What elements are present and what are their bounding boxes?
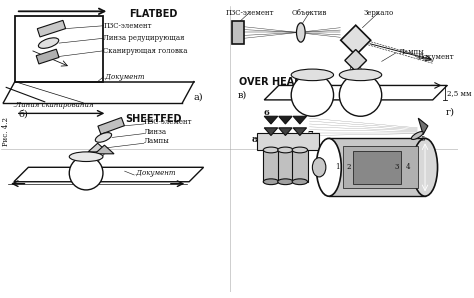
Polygon shape [14,167,203,182]
Ellipse shape [69,152,103,162]
Polygon shape [279,116,292,124]
Text: ПЗС-элемент: ПЗС-элемент [144,118,192,126]
Text: 5: 5 [420,135,425,143]
Polygon shape [264,128,278,136]
Ellipse shape [411,131,423,139]
Ellipse shape [263,147,279,153]
Text: Рис. 4.2: Рис. 4.2 [2,117,10,146]
Polygon shape [37,20,65,37]
Text: Объектив: Объектив [292,10,327,17]
Ellipse shape [339,69,382,81]
Ellipse shape [38,38,59,48]
Text: Линза редуцирующая: Линза редуцирующая [103,34,185,42]
Text: Документ: Документ [417,53,454,61]
Text: б): б) [18,109,28,118]
Polygon shape [279,128,292,136]
Polygon shape [88,143,107,152]
Bar [329,138,425,196]
Ellipse shape [278,179,293,185]
Ellipse shape [339,74,382,116]
Text: FLATBED: FLATBED [129,10,178,19]
Polygon shape [293,116,307,124]
Text: .Документ: .Документ [134,169,176,177]
Text: 3: 3 [394,163,399,171]
Bar [278,150,293,182]
Text: 7: 7 [308,130,313,137]
Text: .Документ: .Документ [103,73,145,81]
Text: OVER HEAD: OVER HEAD [239,77,302,87]
Bar [232,21,244,44]
Polygon shape [98,117,124,134]
Text: г): г) [446,107,455,116]
Text: Сканирующая головка: Сканирующая головка [103,47,188,55]
Text: в): в) [237,91,246,100]
Text: 8: 8 [252,136,257,144]
Ellipse shape [312,158,326,177]
Bar [292,150,308,182]
Bar [263,150,279,182]
Text: a): a) [194,93,203,102]
Text: ПЗС-элемент: ПЗС-элемент [103,22,152,30]
Text: .Линия сканирования: .Линия сканирования [13,101,93,109]
Polygon shape [95,145,114,154]
Ellipse shape [278,147,293,153]
Bar [15,16,103,82]
Polygon shape [293,128,307,136]
Text: 2: 2 [346,163,351,171]
Text: 2,5 мм: 2,5 мм [447,89,472,97]
Polygon shape [36,49,59,64]
Ellipse shape [292,179,308,185]
Ellipse shape [291,74,334,116]
Text: 1: 1 [336,163,340,171]
Text: 4: 4 [406,163,410,171]
Text: Лампы: Лампы [144,137,170,145]
Text: Зеркало: Зеркало [364,10,394,17]
Bar [343,146,418,188]
Polygon shape [345,49,366,71]
Text: Линза: Линза [144,128,167,136]
Polygon shape [264,116,278,124]
Bar [256,133,319,150]
Ellipse shape [95,133,111,142]
Text: ПЗС-элемент: ПЗС-элемент [226,10,274,17]
Polygon shape [418,118,428,135]
Polygon shape [341,25,371,55]
Ellipse shape [263,179,279,185]
Polygon shape [264,86,447,100]
Ellipse shape [292,147,308,153]
Bar [353,151,401,184]
Ellipse shape [69,156,103,190]
Ellipse shape [316,138,341,196]
Ellipse shape [412,138,438,196]
Ellipse shape [291,69,334,81]
Ellipse shape [297,23,305,42]
Text: SHEETFED: SHEETFED [125,114,182,124]
Text: 6: 6 [263,109,269,117]
Text: Лампы: Лампы [399,48,425,56]
